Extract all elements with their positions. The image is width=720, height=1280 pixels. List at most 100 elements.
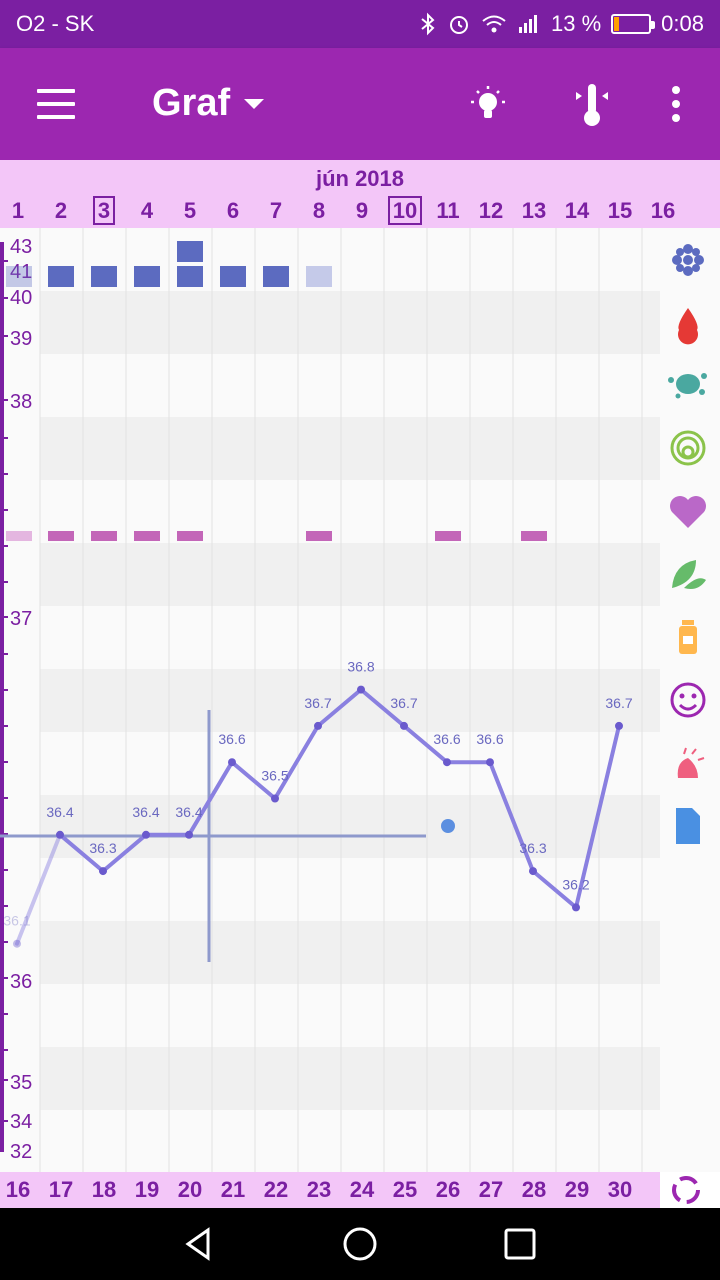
smiley-icon[interactable] [670, 682, 706, 718]
splash-icon[interactable] [668, 373, 707, 399]
menu-button[interactable] [28, 84, 84, 124]
recents-icon[interactable] [500, 1224, 540, 1264]
app-bar: Graf [0, 48, 720, 160]
day-5[interactable]: 5 [183, 198, 197, 223]
view-selector[interactable]: Graf [152, 82, 265, 125]
day-15[interactable]: 15 [607, 198, 633, 223]
vertical-grid [39, 228, 643, 1172]
temperature-point[interactable] [185, 830, 193, 839]
temperature-value-label: 36.7 [390, 695, 417, 711]
bottom-day-21[interactable]: 21 [220, 1177, 246, 1202]
y-label-37: 37 [10, 608, 32, 630]
y-label-36: 36 [10, 971, 32, 993]
bottom-day-30[interactable]: 30 [607, 1177, 633, 1202]
today-marker [441, 819, 455, 833]
day-13[interactable]: 13 [521, 198, 547, 223]
temperature-point[interactable] [99, 867, 107, 876]
day-16[interactable]: 16 [650, 198, 676, 223]
day-6[interactable]: 6 [226, 198, 240, 223]
temperature-point[interactable] [400, 721, 408, 730]
flower-icon[interactable] [672, 244, 704, 276]
temperature-point[interactable] [572, 903, 580, 912]
temperature-segment [273, 723, 320, 801]
temperature-value-label: 36.8 [347, 659, 374, 675]
bottom-day-row: 16 17 18 19 20 21 22 23 24 25 26 27 28 2… [0, 1172, 660, 1208]
temperature-value-label: 36.4 [132, 804, 159, 820]
bottom-day-16[interactable]: 16 [5, 1177, 31, 1202]
battery-percent: 13 % [551, 11, 602, 36]
temperature-value-label: 36.2 [562, 876, 589, 892]
bottom-day-25[interactable]: 25 [392, 1177, 418, 1202]
side-icons [668, 244, 707, 844]
home-icon[interactable] [340, 1224, 380, 1264]
temperature-point[interactable] [615, 721, 623, 730]
back-icon[interactable] [180, 1224, 220, 1264]
temperature-point[interactable] [13, 939, 21, 948]
page-title: Graf [152, 82, 231, 124]
y-label-32: 32 [10, 1141, 32, 1163]
heart-icon[interactable] [670, 496, 706, 528]
lightbulb-icon [471, 86, 505, 118]
y-label-39: 39 [10, 328, 32, 350]
thermometer-button[interactable] [564, 76, 620, 132]
lightbulb-button[interactable] [460, 76, 516, 132]
temperature-point[interactable] [271, 794, 279, 803]
drop-icon[interactable] [678, 308, 699, 345]
temperature-series: 36.1 36.4 36.3 36.4 36.4 36.6 36.5 36.7 36.8 36.7… [3, 659, 633, 948]
day-4[interactable]: 4 [140, 198, 154, 223]
temperature-point[interactable] [56, 830, 64, 839]
document-icon[interactable] [676, 808, 700, 844]
temperature-point[interactable] [357, 685, 365, 694]
y-axis-ruler [0, 242, 8, 1152]
day-14[interactable]: 14 [564, 198, 590, 223]
temperature-segment [230, 760, 277, 801]
bottom-day-26[interactable]: 26 [435, 1177, 461, 1202]
bottom-day-18[interactable]: 18 [91, 1177, 117, 1202]
day-2[interactable]: 2 [54, 198, 68, 223]
bottom-day-17[interactable]: 17 [48, 1177, 74, 1202]
temperature-point[interactable] [314, 721, 322, 730]
day-11[interactable]: 11 [436, 198, 460, 223]
temperature-point[interactable] [443, 758, 451, 767]
day-12[interactable]: 12 [478, 198, 504, 223]
temperature-point[interactable] [529, 867, 537, 876]
clock: 0:08 [661, 11, 704, 36]
overflow-menu-button[interactable] [648, 76, 704, 132]
day-9[interactable]: 9 [355, 198, 369, 223]
bottle-icon[interactable] [679, 620, 697, 654]
temperature-value-label: 36.5 [261, 768, 288, 784]
bluetooth-icon [421, 12, 435, 36]
lotus-icon[interactable] [677, 747, 705, 778]
temperature-segment [316, 687, 363, 728]
bottom-day-20[interactable]: 20 [177, 1177, 203, 1202]
day-10[interactable]: 10 [385, 196, 425, 225]
bottom-day-19[interactable]: 19 [134, 1177, 160, 1202]
system-nav-bar [0, 1208, 720, 1280]
chart-area[interactable]: 43 41 40 39 38 37 36 35 34 32 [0, 228, 720, 1172]
temperature-segment [15, 832, 62, 946]
day-7[interactable]: 7 [269, 198, 283, 223]
rings-icon[interactable] [670, 430, 706, 466]
day-3[interactable]: 3 [84, 196, 124, 225]
bottom-day-27[interactable]: 27 [478, 1177, 504, 1202]
temperature-point[interactable] [142, 830, 150, 839]
day-8[interactable]: 8 [312, 198, 326, 223]
cycle-icon[interactable] [668, 1172, 704, 1208]
temperature-chart[interactable]: 43 41 40 39 38 37 36 35 34 32 [0, 228, 720, 1172]
temperature-value-label: 36.3 [89, 840, 116, 856]
signal-icon [519, 15, 538, 33]
y-label-35: 35 [10, 1072, 32, 1094]
day-1[interactable]: 1 [11, 198, 25, 223]
leaf-icon[interactable] [672, 560, 706, 589]
temperature-point[interactable] [228, 758, 236, 767]
menstruation-bars [6, 241, 332, 287]
wifi-icon [482, 15, 506, 33]
bottom-day-22[interactable]: 22 [263, 1177, 289, 1202]
bottom-day-28[interactable]: 28 [521, 1177, 547, 1202]
bottom-day-29[interactable]: 29 [564, 1177, 590, 1202]
temperature-value-label: 36.1 [3, 913, 30, 929]
temperature-point[interactable] [486, 758, 494, 767]
bottom-day-24[interactable]: 24 [349, 1177, 375, 1202]
bottom-day-23[interactable]: 23 [306, 1177, 332, 1202]
day-3-label: 3 [92, 196, 116, 225]
